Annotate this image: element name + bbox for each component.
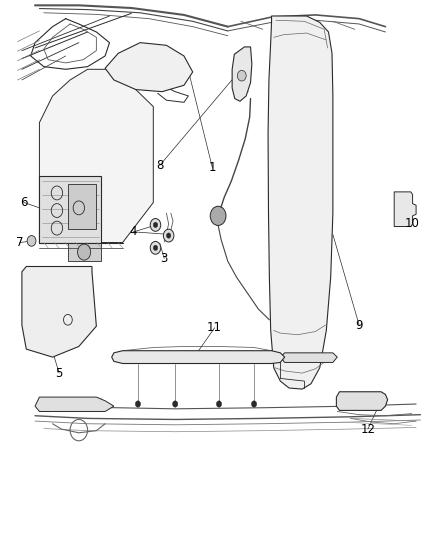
Circle shape	[210, 206, 226, 225]
Circle shape	[78, 244, 91, 260]
Circle shape	[251, 401, 257, 407]
Circle shape	[237, 70, 246, 81]
Polygon shape	[394, 192, 416, 227]
Text: 11: 11	[207, 321, 222, 334]
Polygon shape	[105, 43, 193, 92]
Polygon shape	[22, 266, 96, 357]
Polygon shape	[39, 69, 153, 243]
Text: 4: 4	[130, 225, 138, 238]
Circle shape	[163, 229, 174, 242]
Text: 12: 12	[360, 423, 375, 435]
Polygon shape	[68, 184, 96, 229]
Text: 6: 6	[20, 196, 28, 209]
Text: 1: 1	[208, 161, 216, 174]
Circle shape	[135, 401, 141, 407]
Circle shape	[173, 401, 178, 407]
Polygon shape	[112, 351, 285, 364]
Text: 9: 9	[355, 319, 363, 332]
Polygon shape	[68, 243, 101, 261]
Text: 3: 3	[161, 252, 168, 265]
Text: 10: 10	[404, 217, 419, 230]
Polygon shape	[35, 397, 114, 411]
Circle shape	[150, 219, 161, 231]
Circle shape	[166, 233, 171, 238]
Circle shape	[150, 241, 161, 254]
Circle shape	[153, 222, 158, 228]
Polygon shape	[268, 16, 333, 389]
Polygon shape	[336, 392, 388, 410]
Text: 7: 7	[16, 236, 24, 249]
Text: 8: 8	[156, 159, 163, 172]
Circle shape	[216, 401, 222, 407]
Polygon shape	[280, 353, 337, 362]
Polygon shape	[39, 176, 101, 243]
Text: 5: 5	[56, 367, 63, 379]
Circle shape	[27, 236, 36, 246]
Polygon shape	[232, 47, 252, 101]
Circle shape	[153, 245, 158, 251]
